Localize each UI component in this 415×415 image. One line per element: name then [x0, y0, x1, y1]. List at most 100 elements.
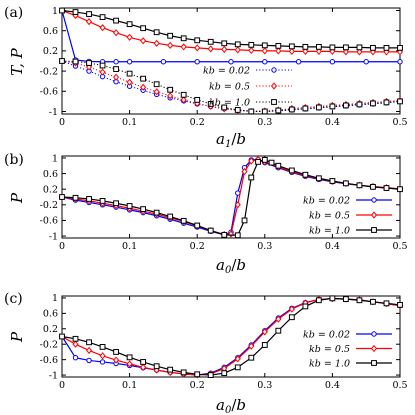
data-point — [180, 369, 187, 376]
data-point — [356, 44, 363, 51]
legend-swatch-marker — [270, 82, 278, 90]
data-point — [363, 59, 369, 65]
data-point — [241, 168, 248, 176]
data-point — [288, 167, 295, 174]
data-point — [356, 101, 363, 108]
x-tick-label: 0.4 — [325, 117, 340, 128]
series-kb0_02 — [59, 296, 403, 378]
data-point — [167, 213, 174, 220]
x-tick-label: 0.4 — [325, 380, 340, 391]
data-point — [288, 106, 295, 113]
data-point — [343, 180, 349, 187]
legend-swatch-marker — [371, 331, 377, 337]
data-point — [59, 7, 65, 14]
y-tick-label: -1 — [49, 231, 58, 242]
data-point — [85, 18, 93, 26]
data-point — [370, 298, 376, 305]
data-point — [72, 58, 79, 65]
legend-label: kb = 0.02 — [303, 329, 350, 340]
data-point — [86, 196, 92, 202]
data-point — [241, 217, 248, 224]
data-point — [228, 59, 234, 65]
series-kb0_5 — [58, 155, 404, 239]
x-axis-label: a0/b — [216, 256, 246, 276]
data-point — [207, 38, 214, 45]
data-point — [140, 363, 147, 371]
data-point — [153, 363, 160, 370]
data-point — [248, 174, 255, 181]
series-kb1_0 — [59, 295, 403, 378]
data-point — [315, 104, 322, 111]
data-point — [234, 41, 241, 48]
data-point — [86, 60, 92, 66]
data-point — [329, 103, 336, 110]
data-point — [315, 175, 322, 182]
legend-swatch-marker — [271, 99, 277, 105]
x-axis-label: a1/b — [216, 130, 246, 150]
panel-b: 0 0.1 0.2 0.3 0.4 0.5 -1 -0.6 -0.2 0.2 0.6 1 (b) a0/b… — [4, 152, 408, 276]
data-point — [288, 305, 295, 313]
data-point — [275, 42, 282, 49]
data-point — [288, 314, 295, 321]
data-point — [329, 178, 336, 184]
data-point — [383, 44, 390, 51]
y-tick-label: -0.2 — [40, 200, 58, 211]
data-point — [99, 14, 106, 20]
legend-label: kb = 0.02 — [203, 65, 250, 76]
data-point — [255, 158, 261, 165]
data-point — [275, 162, 282, 169]
data-point — [221, 370, 228, 377]
y-tick-label: 0.6 — [43, 169, 58, 180]
y-tick-label: -0.6 — [40, 216, 58, 227]
data-point — [59, 58, 65, 64]
y-tick-label: 1 — [52, 153, 58, 164]
data-point — [140, 25, 147, 32]
y-axis-label: T, P — [8, 47, 26, 75]
y-tick-label: -1 — [49, 370, 58, 381]
x-tick-label: 0.5 — [392, 241, 407, 252]
data-point — [153, 39, 160, 47]
data-point — [261, 42, 268, 49]
x-axis-label: a0/b — [216, 396, 246, 415]
y-tick-label: 1 — [52, 6, 58, 17]
panel-tag: (c) — [4, 291, 23, 307]
data-point — [72, 194, 79, 201]
data-point — [126, 360, 133, 368]
data-point — [99, 359, 106, 365]
data-point — [302, 303, 309, 310]
panel-tag: (b) — [4, 152, 24, 168]
data-point — [275, 47, 282, 55]
data-point — [295, 59, 302, 65]
data-point — [248, 46, 255, 54]
data-point — [302, 43, 309, 50]
data-point — [275, 315, 282, 323]
data-point — [397, 44, 403, 51]
data-point — [261, 342, 268, 348]
legend-label: kb = 0.5 — [309, 210, 350, 221]
data-point — [180, 43, 187, 51]
data-point — [140, 359, 147, 365]
data-point — [343, 102, 349, 109]
y-tick-label: 1 — [52, 293, 58, 304]
x-tick-label: 0.2 — [190, 117, 205, 128]
data-point — [59, 194, 65, 200]
data-point — [383, 300, 390, 307]
data-point — [85, 346, 93, 354]
legend-label: kb = 0.5 — [309, 344, 350, 355]
data-point — [288, 43, 295, 50]
data-point — [126, 203, 133, 209]
data-point — [180, 96, 187, 104]
data-point — [329, 44, 336, 51]
data-point — [72, 335, 79, 342]
data-point — [397, 98, 403, 105]
data-point — [234, 46, 241, 54]
data-point — [180, 35, 187, 42]
y-tick-label: 0.2 — [43, 46, 58, 57]
data-point — [180, 91, 187, 98]
data-point — [207, 372, 214, 378]
data-point — [261, 47, 268, 55]
data-point — [315, 43, 322, 50]
data-point — [288, 47, 295, 55]
data-point — [180, 217, 187, 224]
